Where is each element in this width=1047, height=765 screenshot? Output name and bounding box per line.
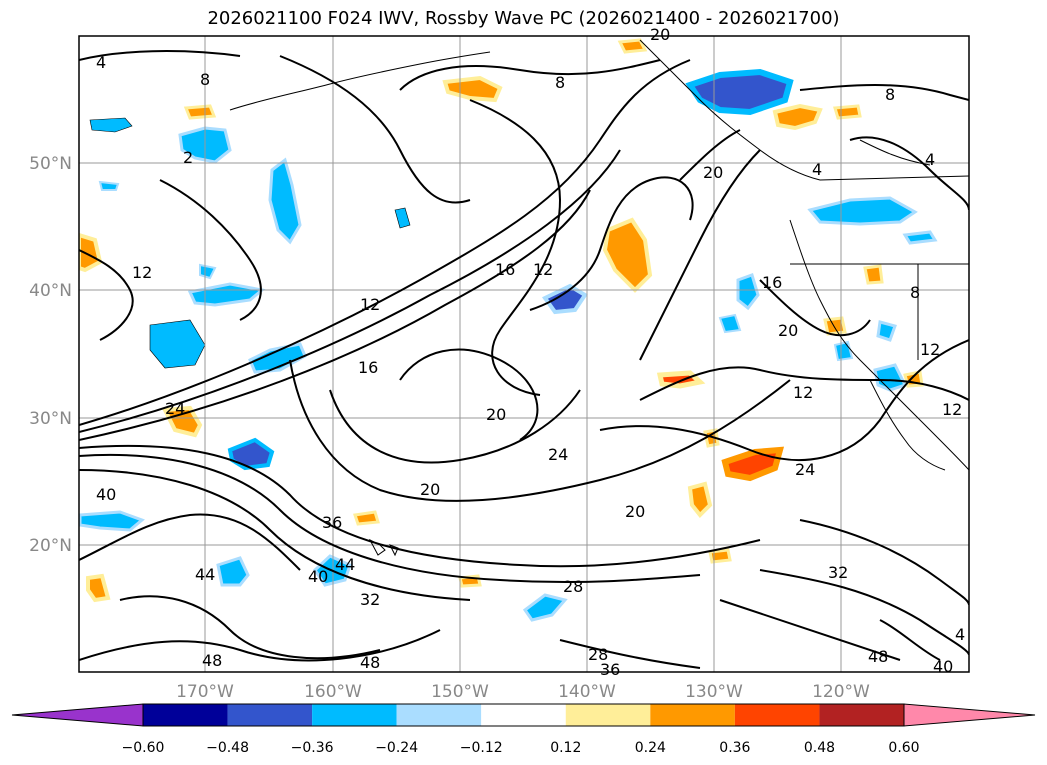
contour-label: 36 [322, 513, 342, 532]
contour-label: 44 [195, 565, 215, 584]
colorbar-outline [142, 703, 905, 727]
lat-label: 40°N [29, 281, 72, 301]
lon-label: 150°W [431, 682, 489, 702]
contour-label: 24 [165, 399, 185, 418]
colorbar-tick-label: −0.36 [291, 740, 334, 756]
colorbar: −0.60 −0.48 −0.36 −0.24 −0.12 0.12 0.24 0.36 0.4… [11, 703, 1036, 756]
contour-label: 48 [360, 653, 380, 672]
contour-label: 12 [942, 400, 962, 419]
contour-label: 36 [600, 660, 620, 679]
contour-label: 16 [762, 273, 782, 292]
contour-label: 40 [96, 485, 116, 504]
positive-anomaly-patches [79, 38, 924, 603]
contour-label: 4 [955, 625, 965, 644]
lat-label: 50°N [29, 154, 72, 174]
contour-label: 16 [495, 260, 515, 279]
contour-label: 8 [885, 85, 895, 104]
map-title: 2026021100 F024 IWV, Rossby Wave PC (202… [207, 8, 840, 29]
contour-label: 40 [308, 567, 328, 586]
contour-label: 2 [183, 148, 193, 167]
contour-label: 4 [812, 160, 822, 179]
contour-label: 48 [202, 651, 222, 670]
contour-label: 8 [910, 283, 920, 302]
colorbar-tick-label: −0.12 [460, 740, 503, 756]
lon-label: 120°W [812, 682, 870, 702]
latitude-labels: 50°N 40°N 30°N 20°N [29, 154, 72, 556]
colorbar-segment [312, 704, 397, 726]
colorbar-segment [565, 704, 651, 726]
colorbar-extend-right [903, 703, 1036, 727]
contour-label: 12 [920, 340, 940, 359]
colorbar-tick-label: −0.48 [206, 740, 249, 756]
contour-label: 48 [868, 647, 888, 666]
contour-label: 20 [703, 163, 723, 182]
contour-label: 28 [588, 645, 608, 664]
colorbar-segment [227, 704, 313, 726]
colorbar-tick-label: 0.60 [888, 740, 919, 756]
colorbar-segment [650, 704, 735, 726]
contour-label: 24 [795, 460, 815, 479]
lon-label: 170°W [176, 682, 234, 702]
iwv-contours [79, 50, 969, 669]
contour-label: 12 [132, 263, 152, 282]
contour-label: 28 [563, 577, 583, 596]
lat-label: 30°N [29, 409, 72, 429]
contour-label: 12 [360, 295, 380, 314]
colorbar-tick-label: 0.12 [550, 740, 581, 756]
coastlines [229, 39, 969, 557]
colorbar-segment [819, 704, 904, 726]
colorbar-tick-label: 0.48 [804, 740, 835, 756]
colorbar-tick-label: 0.24 [635, 740, 666, 756]
contour-label: 20 [650, 25, 670, 44]
contour-label: 8 [555, 73, 565, 92]
colorbar-tick-label: −0.60 [122, 740, 165, 756]
lon-label: 140°W [558, 682, 616, 702]
lon-label: 130°W [685, 682, 743, 702]
contour-label: 40 [933, 657, 953, 676]
colorbar-segment [481, 704, 566, 726]
contour-label: 20 [625, 502, 645, 521]
contour-label: 16 [358, 358, 378, 377]
contour-label: 4 [925, 150, 935, 169]
colorbar-segment [734, 704, 820, 726]
contour-label: 32 [360, 590, 380, 609]
contour-label: 8 [200, 70, 210, 89]
contour-label: 32 [828, 563, 848, 582]
contour-label: 4 [96, 53, 106, 72]
contour-label: 20 [420, 480, 440, 499]
contour-label: 20 [486, 405, 506, 424]
contour-label: 12 [793, 383, 813, 402]
lat-label: 20°N [29, 536, 72, 556]
colorbar-tick-label: −0.24 [375, 740, 418, 756]
contour-label: 44 [335, 555, 355, 574]
colorbar-segment [396, 704, 482, 726]
longitude-labels: 170°W 160°W 150°W 140°W 130°W 120°W [176, 682, 870, 702]
colorbar-extend-left [11, 703, 144, 727]
contour-label: 24 [548, 445, 568, 464]
graticule [79, 36, 969, 672]
contour-label: 12 [533, 260, 553, 279]
contour-labels: 4 8 8 8 4 2 4 12 12 16 12 20 16 16 20 12… [96, 25, 965, 679]
contour-label: 20 [778, 321, 798, 340]
map-frame [78, 35, 970, 673]
colorbar-segment [143, 704, 228, 726]
negative-anomaly-patches [79, 68, 938, 622]
lon-label: 160°W [304, 682, 362, 702]
colorbar-tick-label: 0.36 [719, 740, 750, 756]
